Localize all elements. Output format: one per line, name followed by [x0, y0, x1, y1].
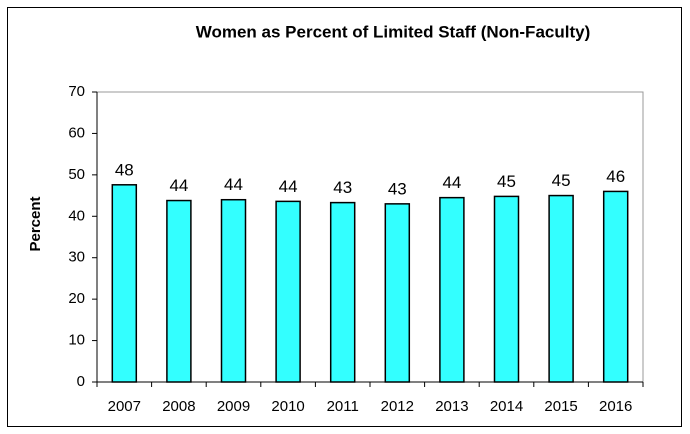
x-tick-label: 2015	[544, 398, 577, 415]
x-tick-label: 2008	[162, 398, 195, 415]
x-tick-label: 2009	[217, 398, 250, 415]
y-axis-label: Percent	[27, 196, 44, 251]
bar	[493, 195, 520, 383]
bar	[220, 198, 247, 383]
x-tick-label: 2016	[599, 398, 632, 415]
y-tick-label: 30	[68, 249, 85, 266]
data-label: 45	[497, 172, 516, 191]
x-tick-label: 2007	[108, 398, 141, 415]
data-label: 43	[333, 178, 352, 197]
bar	[602, 190, 629, 383]
x-tick-label: 2012	[381, 398, 414, 415]
data-label: 44	[442, 173, 461, 192]
chart-title: Women as Percent of Limited Staff (Non-F…	[196, 22, 591, 41]
x-tick-label: 2013	[435, 398, 468, 415]
data-label: 45	[552, 171, 571, 190]
x-tick-label: 2010	[271, 398, 304, 415]
data-label: 44	[279, 177, 298, 196]
bar	[548, 194, 574, 383]
y-tick-label: 10	[68, 332, 85, 349]
data-label: 43	[388, 179, 407, 198]
data-label: 48	[115, 160, 134, 179]
data-label: 46	[606, 167, 625, 186]
y-tick-label: 70	[68, 83, 85, 100]
y-tick-label: 0	[77, 373, 85, 390]
data-label: 44	[224, 175, 243, 194]
x-tick-label: 2011	[327, 398, 359, 415]
bar	[111, 184, 138, 383]
x-tick-label: 2014	[490, 398, 523, 415]
bar	[384, 203, 411, 383]
bar	[166, 199, 192, 383]
data-label: 44	[169, 176, 188, 195]
bar	[329, 201, 356, 383]
y-tick-label: 20	[68, 290, 85, 307]
bar	[275, 200, 301, 383]
bar	[439, 196, 465, 383]
y-tick-label: 50	[68, 166, 85, 183]
y-tick-label: 40	[68, 207, 85, 224]
y-tick-label: 60	[68, 124, 85, 141]
